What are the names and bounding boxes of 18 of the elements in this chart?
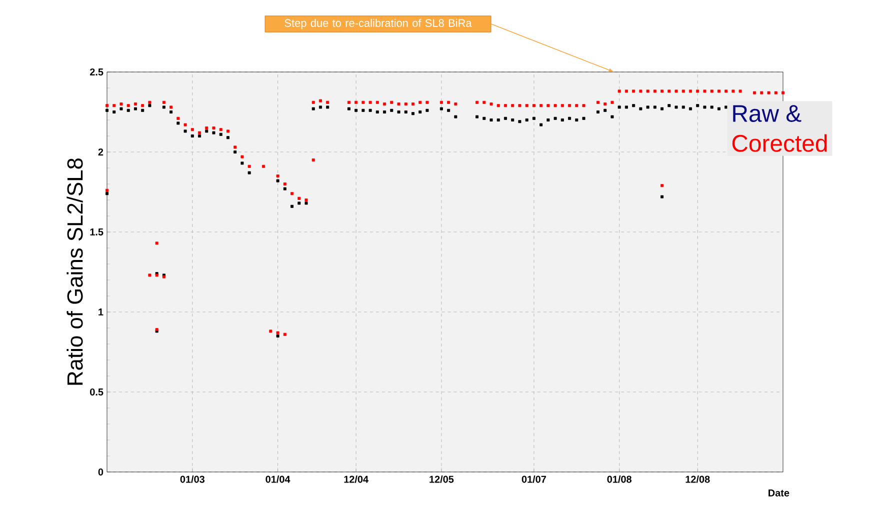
x-tick-label: 12/05 <box>430 476 454 483</box>
y-axis-title: Ratio of Gains SL2/SL8 <box>66 158 83 385</box>
y-tick-label: 0.5 <box>90 388 104 396</box>
y-tick-label: 2 <box>98 148 104 156</box>
x-axis-title: Date <box>768 490 790 496</box>
text: Step due to re-calibration of SL8 BiRa <box>284 18 472 30</box>
x-tick-label: 01/08 <box>607 476 632 483</box>
x-tick-label: 01/03 <box>180 476 205 483</box>
y-tick-label: 1 <box>98 308 104 316</box>
annotation: Corected <box>732 134 827 152</box>
y-tick-label: 0 <box>98 468 104 476</box>
x-tick-label: 01/07 <box>522 476 546 483</box>
annotation: Raw & <box>733 105 802 122</box>
y-tick-label: 1.5 <box>90 228 104 236</box>
x-tick-label: 01/04 <box>266 476 290 483</box>
x-tick-label: 12/04 <box>344 476 368 483</box>
x-tick-label: 12/08 <box>686 476 710 483</box>
y-tick-label: 2.5 <box>90 68 104 76</box>
